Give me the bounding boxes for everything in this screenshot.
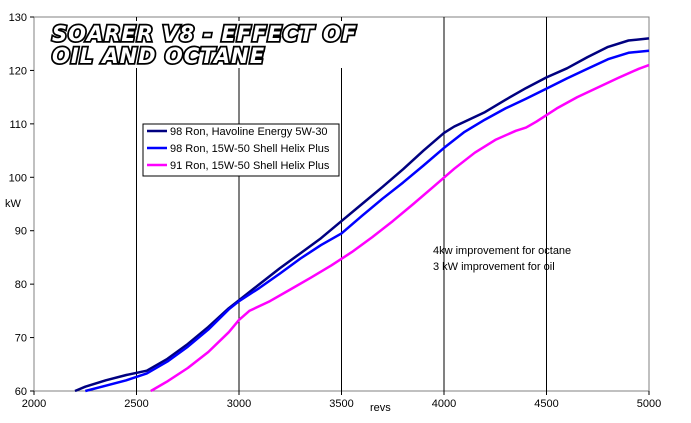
y-tick-label: 80 <box>15 279 27 291</box>
series-line-1 <box>84 49 650 393</box>
legend-label-1: 98 Ron, 15W-50 Shell Helix Plus <box>170 143 330 155</box>
title-box <box>42 21 418 68</box>
series-group <box>74 37 650 393</box>
y-tick-label: 70 <box>15 333 27 345</box>
x-tick-label: 3000 <box>227 398 251 410</box>
legend: 98 Ron, Havoline Energy 5W-30 98 Ron, 15… <box>142 123 340 177</box>
y-tick-label: 60 <box>15 386 27 398</box>
chart-title-line2: OIL AND OCTANE <box>52 44 265 68</box>
legend-label-0: 98 Ron, Havoline Energy 5W-30 <box>170 126 328 138</box>
y-tick-label: 130 <box>9 12 27 24</box>
x-tick-label: 5000 <box>637 398 661 410</box>
x-tick-label: 4000 <box>432 398 456 410</box>
x-tick-label: 4500 <box>534 398 558 410</box>
x-tick-label: 2000 <box>22 398 46 410</box>
series-line-2 <box>150 63 650 393</box>
y-axis: 60 70 80 90 100 110 120 130 <box>9 12 34 398</box>
y-axis-label: kW <box>5 198 22 210</box>
chart-title-line1: SOARER V8 - EFFECT OF <box>52 22 357 46</box>
annotation-oil: 3 kW improvement for oil <box>433 261 555 273</box>
y-tick-label: 110 <box>9 119 27 131</box>
x-axis-label: revs <box>370 402 391 414</box>
annotation-octane: 4kw improvement for octane <box>433 245 571 257</box>
y-tick-label: 90 <box>15 226 27 238</box>
x-axis: 2000 2500 3000 3500 4000 4500 5000 <box>22 391 661 410</box>
y-tick-label: 120 <box>9 65 27 77</box>
grid <box>136 17 547 391</box>
x-tick-label: 3500 <box>329 398 353 410</box>
y-tick-label: 100 <box>9 172 27 184</box>
legend-label-2: 91 Ron, 15W-50 Shell Helix Plus <box>170 160 330 172</box>
legend-box <box>142 123 340 177</box>
series-line-0 <box>74 37 650 393</box>
x-tick-label: 2500 <box>124 398 148 410</box>
